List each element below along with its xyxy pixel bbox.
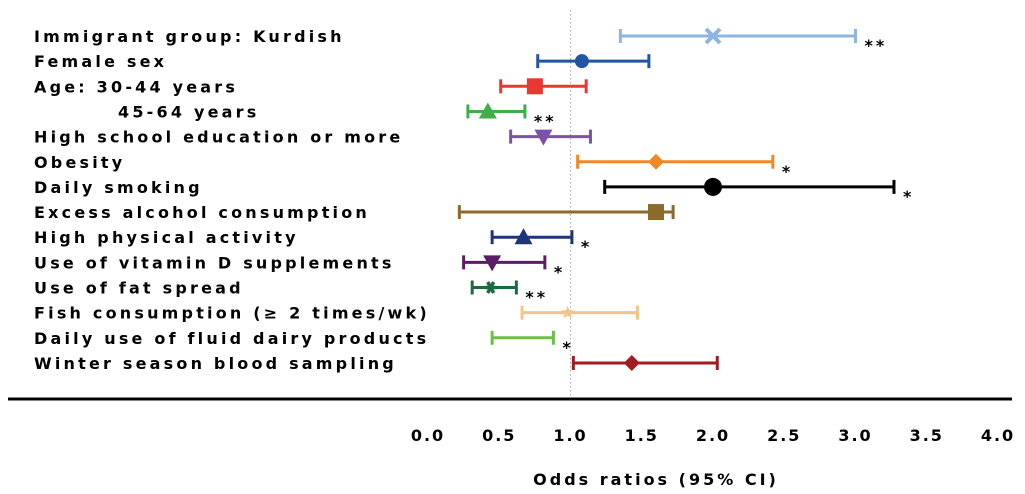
estimate-row bbox=[536, 54, 651, 69]
row-label: Use of fat spread bbox=[34, 279, 244, 298]
estimate-row: ** bbox=[618, 27, 888, 55]
x-tick-label: 0.5 bbox=[482, 426, 516, 445]
point-marker bbox=[648, 153, 664, 170]
significance-mark: * bbox=[581, 237, 592, 256]
estimate-row bbox=[457, 204, 675, 221]
point-marker bbox=[623, 354, 640, 371]
x-tick-label: 2.0 bbox=[696, 426, 730, 445]
estimate-row bbox=[571, 354, 719, 371]
estimate-row: ** bbox=[470, 280, 548, 307]
row-label: Winter season blood sampling bbox=[34, 354, 397, 373]
estimate-row: * bbox=[490, 228, 592, 256]
significance-mark: ** bbox=[525, 288, 548, 307]
x-tick-label: 0.0 bbox=[411, 426, 445, 445]
x-axis-label: Odds ratios (95% CI) bbox=[533, 470, 779, 489]
point-marker bbox=[561, 305, 575, 319]
x-tick-label: 4.0 bbox=[981, 426, 1015, 445]
estimates: *********** bbox=[457, 27, 914, 371]
point-marker bbox=[483, 255, 502, 272]
point-marker bbox=[484, 281, 497, 294]
point-marker bbox=[534, 129, 553, 146]
estimate-row: * bbox=[576, 153, 793, 181]
point-marker bbox=[526, 78, 543, 95]
row-label: High school education or more bbox=[34, 128, 403, 147]
significance-mark: ** bbox=[865, 36, 888, 55]
row-labels: Immigrant group: Kurdish Female sex Age: 3… bbox=[34, 27, 430, 373]
row-label: Immigrant group: Kurdish bbox=[34, 27, 345, 46]
x-tick-label: 3.5 bbox=[910, 426, 944, 445]
estimate-row bbox=[499, 78, 588, 95]
estimate-row bbox=[509, 129, 592, 146]
x-tick-label: 1.5 bbox=[625, 426, 659, 445]
significance-mark: * bbox=[903, 187, 914, 206]
estimate-row: ** bbox=[466, 102, 557, 130]
row-label: Excess alcohol consumption bbox=[34, 203, 370, 222]
significance-mark: ** bbox=[534, 111, 557, 130]
row-label: Age: 30-44 years bbox=[34, 77, 238, 96]
point-marker bbox=[574, 54, 589, 69]
estimate-row: * bbox=[603, 177, 914, 206]
point-marker bbox=[478, 102, 497, 119]
significance-mark: * bbox=[782, 162, 793, 181]
x-tick-label: 3.0 bbox=[838, 426, 872, 445]
row-label: Female sex bbox=[34, 52, 167, 71]
row-label: Daily use of fluid dairy products bbox=[34, 329, 429, 348]
x-axis-ticks: 0.0 0.5 1.0 1.5 2.0 2.5 3.0 3.5 4.0 bbox=[411, 426, 1015, 445]
point-marker bbox=[704, 27, 722, 45]
point-marker bbox=[648, 204, 664, 221]
significance-mark: * bbox=[554, 262, 565, 281]
estimate-row bbox=[520, 305, 639, 320]
row-label: Obesity bbox=[34, 153, 125, 172]
point-marker bbox=[704, 177, 722, 196]
row-label: High physical activity bbox=[34, 228, 299, 247]
x-tick-label: 1.0 bbox=[553, 426, 587, 445]
row-label: Daily smoking bbox=[34, 178, 203, 197]
row-label: Fish consumption (≥ 2 times/wk) bbox=[34, 304, 430, 323]
estimate-row: * bbox=[462, 255, 565, 281]
row-label: Use of vitamin D supplements bbox=[34, 253, 395, 272]
x-tick-label: 2.5 bbox=[767, 426, 801, 445]
row-label: 45-64 years bbox=[118, 102, 259, 121]
significance-mark: * bbox=[562, 338, 573, 357]
estimate-row: * bbox=[490, 330, 573, 357]
point-marker bbox=[514, 228, 533, 245]
